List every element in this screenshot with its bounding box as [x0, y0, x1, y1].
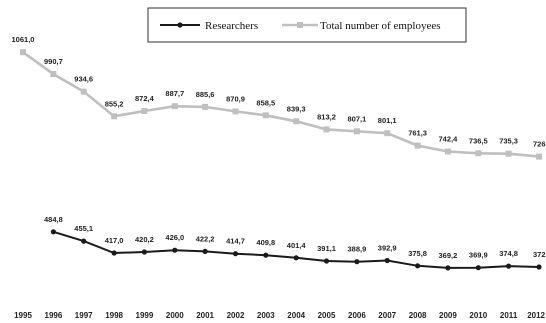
researchers-label-2003: 409,8 [256, 238, 275, 247]
researchers-point-2010 [475, 265, 481, 271]
researchers-point-2007 [384, 257, 390, 264]
x-tick-2006: 2006 [348, 311, 366, 320]
researchers-point-1999 [141, 249, 147, 255]
legend-employees-marker [297, 22, 303, 28]
data-label-layer: 1061,0 990,7 934,6 855,2 872,4 887,7 885,6 870,… [12, 35, 546, 260]
researchers-label-2004: 401,4 [287, 241, 307, 250]
researchers-point-2008 [415, 263, 421, 269]
employees-point-2005 [323, 126, 330, 133]
employees-point-1997 [80, 88, 87, 95]
employees-label-2004: 839,3 [287, 104, 306, 113]
employees-point-2000 [171, 103, 178, 110]
researchers-point-2009 [445, 265, 451, 271]
researchers-label-2001: 422,2 [196, 234, 215, 243]
employees-label-2009: 742,4 [439, 135, 459, 144]
x-axis: 1995 1996 1997 1998 1999 2000 2001 2002 2003 2004… [14, 311, 545, 320]
researchers-label-2006: 388,9 [348, 245, 367, 254]
employees-label-2010: 736,5 [469, 136, 488, 145]
employees-point-2009 [444, 148, 451, 155]
x-tick-2005: 2005 [318, 311, 336, 320]
researchers-point-2004 [293, 255, 299, 261]
researchers-point-2002 [232, 251, 239, 257]
researchers-label-1997: 455,1 [74, 224, 93, 233]
x-tick-2001: 2001 [196, 311, 214, 320]
employees-label-2008: 761,3 [408, 129, 427, 138]
researchers-label-2012: 372, [533, 250, 546, 259]
employees-label-1999: 872,4 [135, 94, 155, 103]
employees-point-2004 [293, 118, 300, 125]
employees-point-1998 [111, 113, 118, 120]
employees-point-2002 [232, 108, 239, 115]
x-tick-2004: 2004 [287, 311, 305, 320]
researchers-label-2002: 414,7 [226, 237, 245, 246]
x-tick-2011: 2011 [500, 311, 518, 320]
x-tick-2008: 2008 [409, 311, 427, 320]
researchers-point-2003 [263, 252, 269, 258]
researchers-point-1996 [50, 229, 57, 235]
employees-label-2007: 801,1 [378, 116, 397, 125]
x-tick-1995: 1995 [14, 311, 32, 320]
researchers-point-1997 [81, 238, 87, 244]
series-line-employees [22, 51, 540, 158]
researchers-label-2009: 369,2 [439, 251, 458, 260]
researchers-label-2008: 375,8 [408, 249, 427, 258]
employees-label-2005: 813,2 [317, 112, 336, 121]
researchers-point-2000 [172, 247, 178, 253]
legend: Researchers Total number of employees [147, 7, 467, 43]
researchers-label-2010: 369,9 [469, 251, 488, 260]
employees-label-1996: 990,7 [44, 57, 63, 66]
x-tick-2010: 2010 [469, 311, 487, 320]
researchers-label-1998: 417,0 [105, 236, 124, 245]
researchers-point-2012 [536, 264, 542, 270]
researchers-label-2007: 392,9 [378, 244, 397, 253]
researchers-point-2006 [354, 259, 360, 265]
employees-point-1999 [141, 108, 148, 114]
employees-label-2006: 807,1 [348, 114, 367, 123]
employees-label-1995: 1061,0 [12, 35, 35, 44]
researchers-point-2011 [506, 263, 512, 269]
researchers-label-2011: 374,8 [499, 249, 518, 258]
employees-label-1998: 855,2 [105, 99, 124, 108]
x-tick-1997: 1997 [75, 311, 93, 320]
researchers-label-2000: 426,0 [165, 233, 184, 242]
employees-label-2000: 887,7 [165, 89, 184, 98]
employees-point-1995 [20, 49, 26, 56]
researchers-point-2001 [202, 248, 208, 254]
employees-point-2012 [536, 153, 542, 160]
x-tick-2003: 2003 [257, 311, 275, 320]
employees-point-2011 [505, 150, 512, 157]
employees-point-2001 [202, 103, 209, 110]
legend-researchers-marker [177, 22, 183, 28]
legend-label-researchers: Researchers [205, 20, 258, 32]
x-tick-1999: 1999 [136, 311, 154, 320]
employees-label-2003: 858,5 [256, 98, 275, 107]
researchers-label-1996: 484,8 [44, 215, 63, 224]
employees-point-2010 [475, 150, 482, 157]
x-tick-2009: 2009 [439, 311, 457, 320]
series-line-researchers [53, 230, 540, 269]
employees-label-2011: 735,3 [499, 137, 518, 146]
employees-point-2007 [384, 130, 391, 137]
employees-label-2002: 870,9 [226, 94, 245, 103]
researchers-point-1998 [111, 250, 117, 256]
researchers-label-1999: 420,2 [135, 235, 154, 244]
x-tick-2012: 2012 [527, 311, 545, 320]
researchers-label-2005: 391,1 [317, 244, 336, 253]
x-tick-1996: 1996 [45, 311, 63, 320]
x-tick-2002: 2002 [227, 311, 245, 320]
employees-point-1996 [50, 71, 57, 78]
employees-point-2008 [414, 142, 421, 149]
employees-point-2003 [262, 112, 269, 119]
researchers-point-2005 [323, 258, 330, 264]
employees-label-2012: 726 [533, 140, 546, 149]
employees-label-2001: 885,6 [196, 90, 215, 99]
x-tick-2000: 2000 [166, 311, 184, 320]
legend-label-employees: Total number of employees [320, 20, 441, 32]
employees-point-2006 [353, 128, 360, 135]
x-tick-1998: 1998 [105, 311, 123, 320]
series-layer [20, 49, 542, 271]
employees-label-1997: 934,6 [74, 75, 93, 84]
x-tick-2007: 2007 [378, 311, 396, 320]
